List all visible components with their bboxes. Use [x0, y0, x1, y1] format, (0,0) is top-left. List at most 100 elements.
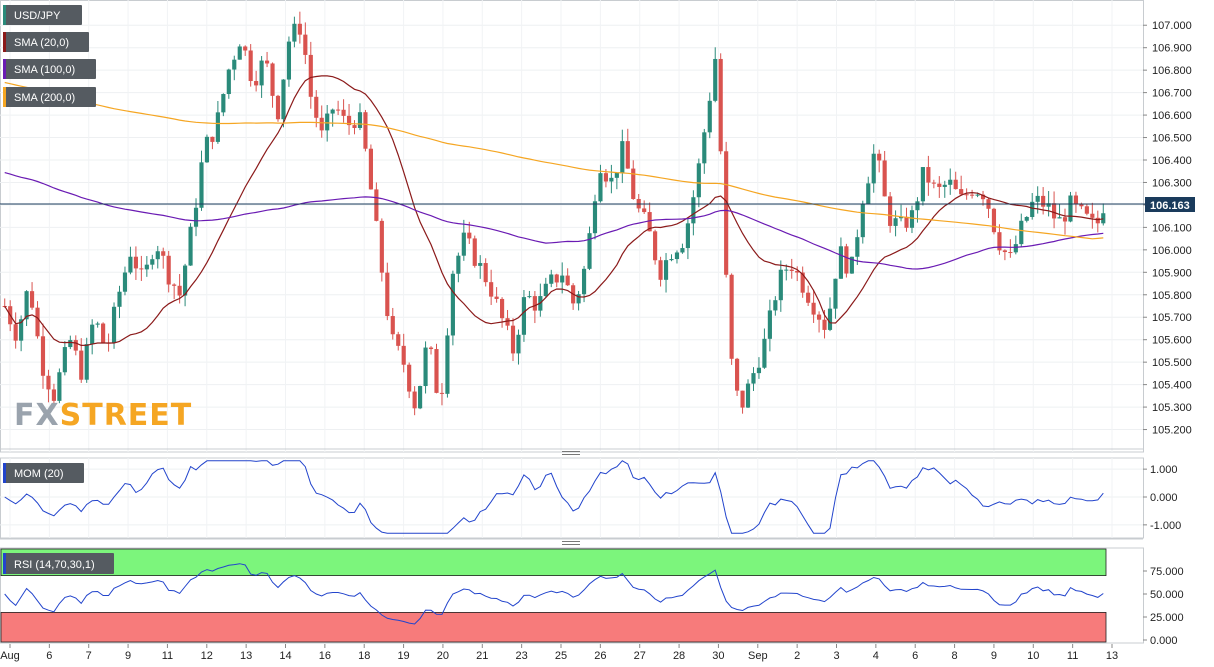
watermark-street: STREET [60, 398, 193, 433]
candle-body [1062, 217, 1068, 222]
candle-body [40, 336, 46, 376]
candle-body [849, 256, 854, 274]
candle-body [663, 260, 669, 280]
price-axis: 107.000 106.900 106.800 106.700 106.600 106.5… [1143, 20, 1192, 647]
price-tick-label: 106.300 [1152, 177, 1192, 189]
candle-body [532, 296, 537, 311]
candle-body [756, 367, 762, 374]
legend: USD/JPY SMA (20,0) SMA (100,0) SMA (200,… [3, 5, 114, 574]
date-tick-label: 9 [991, 650, 997, 662]
price-tick-label: 105.400 [1152, 380, 1192, 392]
price-tick-label: 106.500 [1152, 133, 1192, 145]
candle-body [631, 168, 636, 199]
candle-body [319, 117, 324, 131]
candle-body [51, 389, 56, 401]
price-tick-label: 105.800 [1152, 290, 1192, 302]
price-tick-label: 106.600 [1152, 110, 1192, 122]
legend-rsi[interactable]: RSI (14,70,30,1) [3, 553, 114, 574]
price-tick-label: 105.600 [1152, 335, 1192, 347]
candle-body [248, 50, 253, 82]
date-tick-label: 26 [594, 650, 606, 662]
candle-body [724, 151, 729, 275]
date-tick-label: 13 [240, 650, 252, 662]
candle-body [931, 182, 936, 184]
candle-body [363, 112, 368, 149]
candle-body [275, 95, 281, 120]
candle-body [735, 358, 740, 391]
candle-body [445, 335, 450, 394]
candle-body [1013, 244, 1018, 253]
candle-body [1079, 203, 1084, 207]
candle-body [166, 255, 171, 285]
pane-dividers[interactable] [0, 448, 1143, 545]
candle-body [549, 274, 554, 284]
date-tick-label: 11 [1067, 650, 1078, 662]
candle-body [62, 347, 67, 373]
candle-body [614, 172, 619, 178]
candle-body [560, 275, 565, 283]
candle-body [24, 291, 29, 320]
candle-body [1030, 201, 1035, 218]
sma-20-line [4, 75, 1104, 347]
price-tick-label: 106.800 [1152, 65, 1192, 77]
candle-body [368, 148, 373, 190]
candle-body [811, 302, 816, 315]
candle-body [576, 294, 581, 304]
candle-body [385, 272, 390, 317]
date-tick-label: 16 [319, 650, 331, 662]
candle-body [592, 201, 598, 234]
candle-body [516, 334, 521, 354]
date-tick-label: 8 [952, 650, 958, 662]
candle-body [554, 274, 559, 283]
rsi-bands [0, 548, 1107, 643]
candle-body [970, 194, 975, 196]
momentum-line [4, 460, 1104, 534]
date-axis: Aug 6 7 9 11 12 13 14 16 18 19 20 21 23 25 26 27 28 30 Sep 2… [0, 644, 1118, 662]
candle-body [79, 350, 84, 380]
candle-body [418, 386, 423, 409]
date-tick-label: 4 [873, 650, 879, 662]
candle-body [68, 340, 73, 348]
price-tick-label: 107.000 [1152, 20, 1192, 32]
candle-body [784, 269, 789, 271]
candle-body [1095, 217, 1100, 224]
date-tick-label: 25 [555, 650, 567, 662]
legend-sma20[interactable]: SMA (20,0) [3, 32, 89, 52]
legend-mom[interactable]: MOM (20) [3, 463, 84, 483]
date-tick-label: Aug [0, 650, 20, 662]
fxstreet-logo: FXSTREET [14, 398, 193, 433]
candle-body [139, 268, 144, 270]
candle-body [510, 325, 516, 354]
candle-body [959, 189, 964, 195]
candle-body [806, 292, 811, 303]
price-tick-label: 106.100 [1152, 222, 1192, 234]
candle-body [439, 392, 445, 394]
candle-body [877, 153, 882, 161]
legend-sma100[interactable]: SMA (100,0) [3, 59, 96, 79]
price-tick-label: 106.000 [1152, 245, 1192, 257]
date-tick-label: 13 [1106, 650, 1118, 662]
candle-body [685, 223, 690, 249]
candle-body [396, 334, 401, 346]
candle-body [330, 109, 335, 114]
candle-body [1068, 195, 1073, 222]
candle-body [767, 310, 772, 339]
price-tick-label: 105.300 [1152, 402, 1192, 414]
legend-sma200[interactable]: SMA (200,0) [3, 87, 96, 107]
candle-body [953, 179, 958, 190]
legend-sma20-label: SMA (20,0) [14, 37, 69, 49]
candle-body [1041, 195, 1046, 207]
candle-body [838, 246, 844, 279]
date-tick-label: 7 [86, 650, 92, 662]
legend-symbol[interactable]: USD/JPY [3, 5, 82, 25]
candle-body [773, 300, 778, 311]
price-tick-label: 106.400 [1152, 155, 1192, 167]
indicator-lines [4, 460, 1104, 625]
candle-body [500, 298, 505, 319]
date-tick-label: Sep [748, 650, 768, 662]
candle-body [909, 210, 915, 228]
candle-body [35, 307, 40, 337]
candle-body [215, 112, 220, 142]
candle-body [57, 372, 62, 401]
